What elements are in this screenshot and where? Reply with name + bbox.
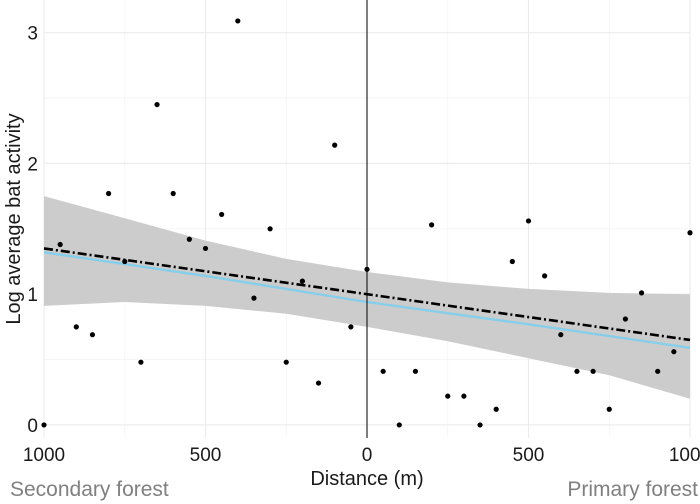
data-point bbox=[73, 324, 79, 330]
data-point bbox=[315, 380, 322, 386]
data-point bbox=[348, 324, 354, 330]
y-tick-label: 2 bbox=[27, 154, 38, 175]
data-point bbox=[429, 222, 435, 228]
data-point bbox=[251, 295, 257, 301]
data-point bbox=[638, 290, 645, 296]
data-point bbox=[283, 359, 289, 365]
data-point bbox=[380, 368, 386, 374]
x-tick-label: 1000 bbox=[669, 445, 700, 466]
y-tick-label: 1 bbox=[27, 285, 38, 306]
data-point bbox=[655, 368, 661, 374]
data-point bbox=[138, 359, 144, 365]
data-point bbox=[332, 142, 338, 148]
data-point bbox=[396, 422, 402, 428]
data-point bbox=[574, 368, 580, 374]
data-point bbox=[622, 316, 629, 322]
data-point bbox=[412, 368, 419, 374]
data-point bbox=[493, 406, 499, 412]
region-label-secondary-forest: Secondary forest bbox=[10, 478, 169, 501]
data-point bbox=[235, 18, 241, 24]
data-point bbox=[477, 422, 483, 428]
data-point bbox=[509, 258, 515, 265]
data-point bbox=[89, 332, 96, 338]
region-label-primary-forest: Primary forest bbox=[567, 478, 698, 501]
data-point bbox=[558, 332, 564, 338]
data-point bbox=[122, 258, 128, 265]
data-point bbox=[106, 190, 112, 197]
data-point bbox=[445, 393, 451, 399]
x-tick-label: 500 bbox=[513, 445, 545, 466]
data-point bbox=[671, 349, 677, 355]
data-point bbox=[170, 190, 176, 197]
data-points bbox=[41, 18, 693, 428]
data-point bbox=[542, 273, 548, 279]
y-tick-label: 3 bbox=[27, 24, 38, 45]
x-axis-title: Distance (m) bbox=[310, 468, 423, 490]
data-point bbox=[364, 266, 370, 272]
data-point bbox=[299, 278, 305, 284]
data-point bbox=[267, 226, 273, 232]
data-point bbox=[57, 241, 63, 248]
x-tick-label: 1000 bbox=[23, 445, 65, 466]
y-axis-title: Log average bat activity bbox=[3, 113, 25, 324]
x-tick-label: 500 bbox=[190, 445, 222, 466]
tick-labels: 0 1 2 3 1000 500 0 500 1000 bbox=[23, 24, 700, 466]
data-point bbox=[525, 218, 532, 224]
data-point bbox=[219, 211, 225, 218]
data-point bbox=[461, 393, 467, 399]
data-point bbox=[687, 230, 693, 236]
data-point bbox=[202, 245, 209, 252]
data-point bbox=[186, 236, 192, 242]
y-tick-label: 0 bbox=[27, 416, 38, 437]
data-point bbox=[590, 368, 596, 374]
data-point bbox=[154, 101, 160, 108]
x-tick-label: 0 bbox=[362, 445, 373, 466]
data-point bbox=[41, 422, 47, 428]
data-point bbox=[606, 406, 612, 412]
